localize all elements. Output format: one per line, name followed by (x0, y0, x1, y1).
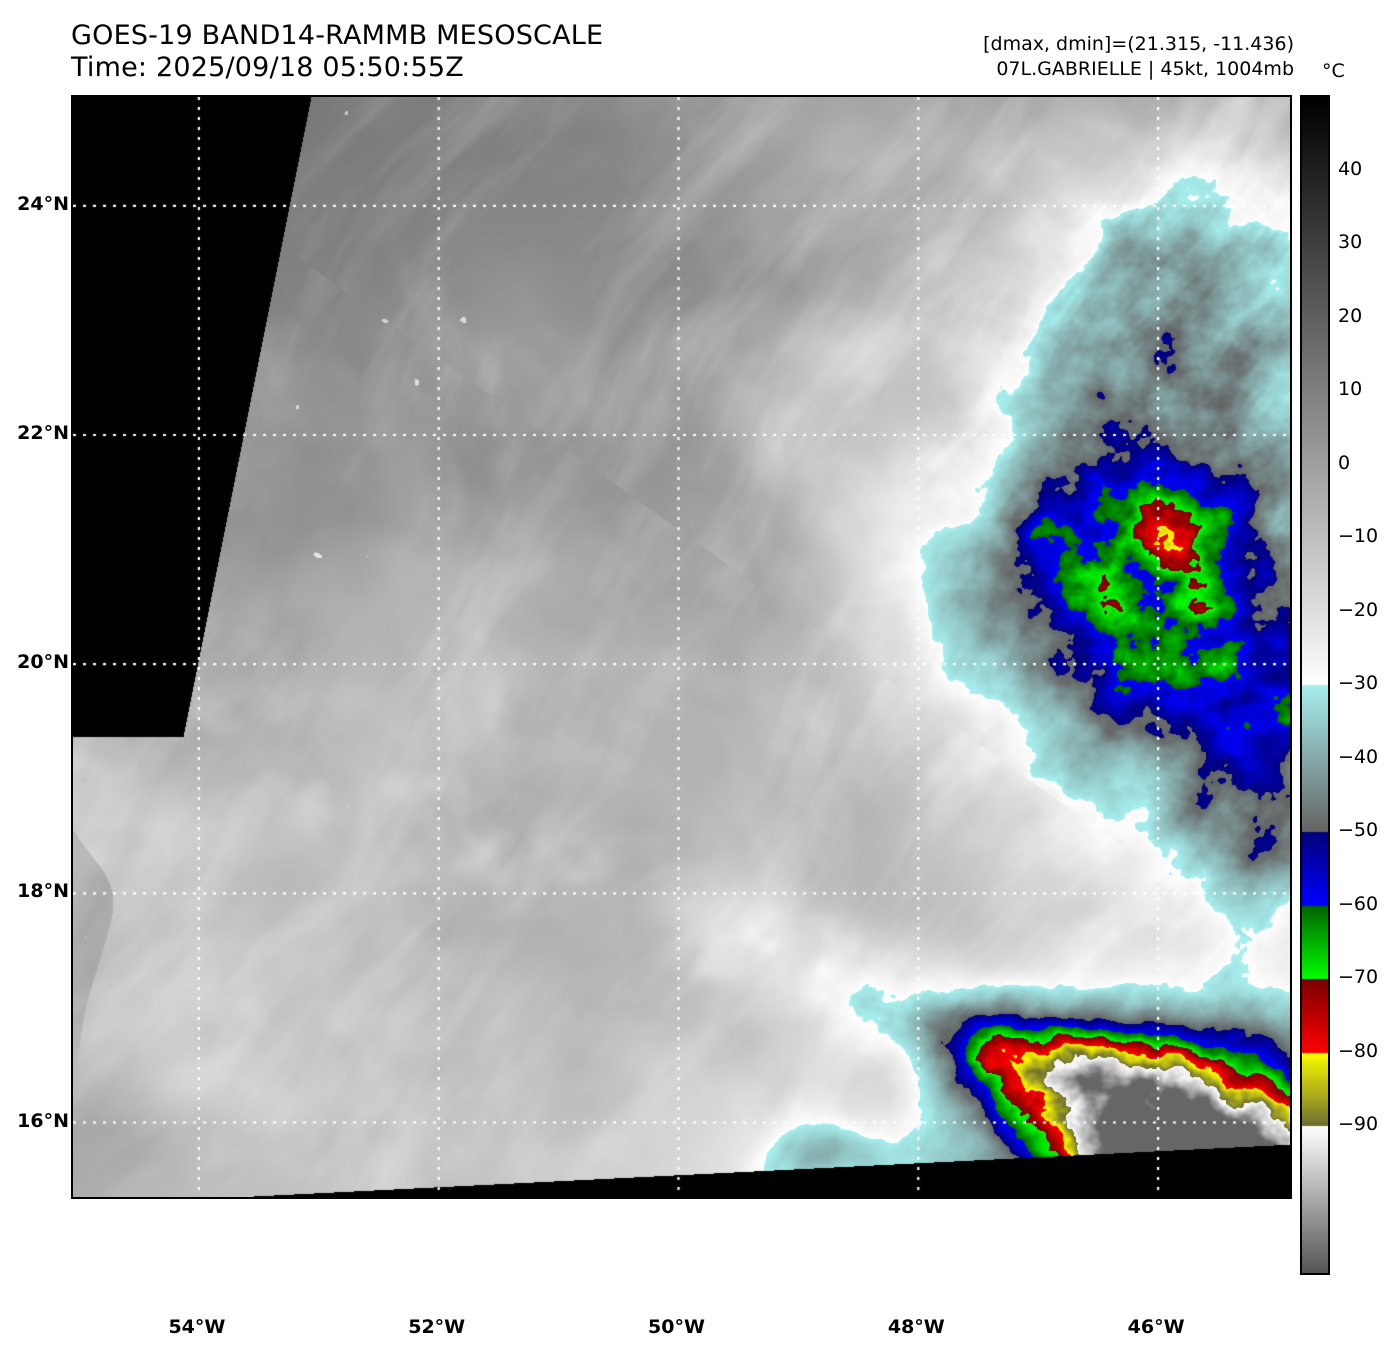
colorbar-tick-label: −60 (1338, 892, 1379, 915)
colorbar-tick-label: 40 (1338, 157, 1363, 180)
temperature-colorbar (1300, 95, 1330, 1275)
colorbar-tick-label: −40 (1338, 745, 1379, 768)
latitude-tick-label: 16°N (17, 1109, 69, 1132)
lat-lon-gridlines (73, 97, 1290, 1197)
colorbar-unit-label: °C (1322, 60, 1345, 82)
colorbar-tick-label: 0 (1338, 451, 1351, 474)
longitude-tick-label: 48°W (887, 1316, 945, 1338)
colorbar-tick-label: −10 (1338, 525, 1379, 547)
latitude-tick-label: 20°N (17, 651, 69, 674)
longitude-tick-label: 52°W (408, 1316, 466, 1338)
latitude-tick-label: 18°N (17, 880, 69, 903)
latitude-tick-label: 22°N (17, 422, 69, 445)
timestamp-label: Time: 2025/09/18 05:50:55Z (71, 52, 464, 83)
colorbar-tick-label: −70 (1338, 966, 1379, 988)
longitude-tick-label: 50°W (648, 1316, 705, 1338)
colorbar-tick-label: −20 (1338, 598, 1379, 621)
copyright-watermark: Copyright © 2020-2025 Dapiya (83, 1277, 423, 1299)
colorbar-tick-label: −90 (1338, 1113, 1379, 1135)
colorbar-tick-label: −50 (1338, 819, 1379, 841)
dmax-dmin-label: [dmax, dmin]=(21.315, -11.436) (983, 33, 1294, 55)
longitude-tick-label: 54°W (168, 1316, 226, 1338)
latitude-tick-label: 24°N (17, 192, 69, 215)
colorbar-tick-label: 10 (1338, 378, 1363, 400)
colorbar-tick-label: 30 (1338, 231, 1363, 253)
colorbar-gradient (1302, 97, 1328, 1273)
colorbar-tick-label: 20 (1338, 304, 1363, 327)
longitude-tick-label: 46°W (1127, 1316, 1185, 1338)
satellite-map-panel (71, 95, 1292, 1199)
page-title: GOES-19 BAND14-RAMMB MESOSCALE (71, 20, 604, 51)
colorbar-tick-label: −80 (1338, 1039, 1379, 1062)
colorbar-tick-label: −30 (1338, 672, 1379, 694)
storm-info-label: 07L.GABRIELLE | 45kt, 1004mb (996, 58, 1294, 80)
